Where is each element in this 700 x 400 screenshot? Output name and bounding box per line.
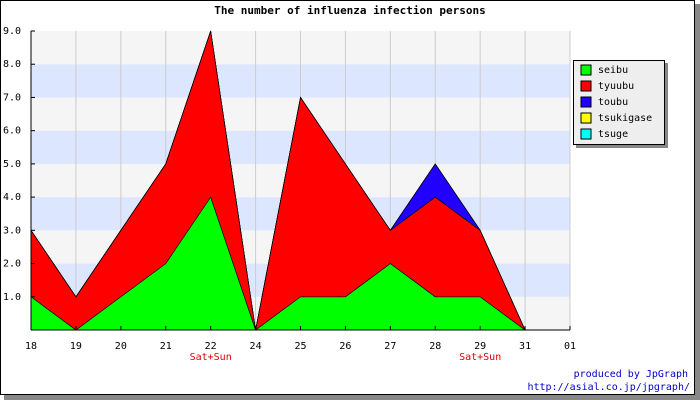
- legend-swatch: [580, 80, 592, 92]
- x-tick-label: 25: [294, 341, 306, 352]
- legend-label: tsuge: [598, 129, 628, 140]
- y-tick-label: 8.0: [3, 59, 21, 70]
- x-tick-label: 29: [474, 341, 486, 352]
- chart-title: The number of influenza infection person…: [214, 4, 486, 17]
- x-tick-label: 28: [429, 341, 441, 352]
- legend-label: toubu: [598, 97, 628, 108]
- y-tick-label: 4.0: [3, 192, 21, 203]
- x-sublabel: Sat+Sun: [459, 352, 501, 363]
- y-tick-label: 3.0: [3, 225, 21, 236]
- x-tick-label: 26: [339, 341, 351, 352]
- legend-swatch: [580, 64, 592, 76]
- legend-label: tyuubu: [598, 81, 634, 92]
- legend-label: seibu: [598, 65, 628, 76]
- y-tick-label: 1.0: [3, 292, 21, 303]
- x-tick-label: 24: [250, 341, 262, 352]
- legend-swatch: [580, 112, 592, 124]
- y-tick-label: 5.0: [3, 159, 21, 170]
- footer: produced by JpGraph: [574, 369, 688, 380]
- x-tick-label: 18: [25, 341, 37, 352]
- x-tick-label: 22: [205, 341, 217, 352]
- x-tick-label: 31: [519, 341, 531, 352]
- x-tick-label: 27: [384, 341, 396, 352]
- x-tick-label: 20: [115, 341, 127, 352]
- legend-label: tsukigase: [598, 113, 652, 124]
- y-tick-label: 9.0: [3, 26, 21, 37]
- legend-swatch: [580, 128, 592, 140]
- legend-swatch: [580, 96, 592, 108]
- x-tick-label: 19: [70, 341, 82, 352]
- x-tick-label: 01: [564, 341, 576, 352]
- x-tick-label: 21: [160, 341, 172, 352]
- x-sublabel: Sat+Sun: [190, 352, 232, 363]
- y-tick-label: 6.0: [3, 126, 21, 137]
- y-tick-label: 2.0: [3, 259, 21, 270]
- footer-url: http://asial.co.jp/jpgraph/: [527, 382, 690, 393]
- y-tick-label: 7.0: [3, 92, 21, 103]
